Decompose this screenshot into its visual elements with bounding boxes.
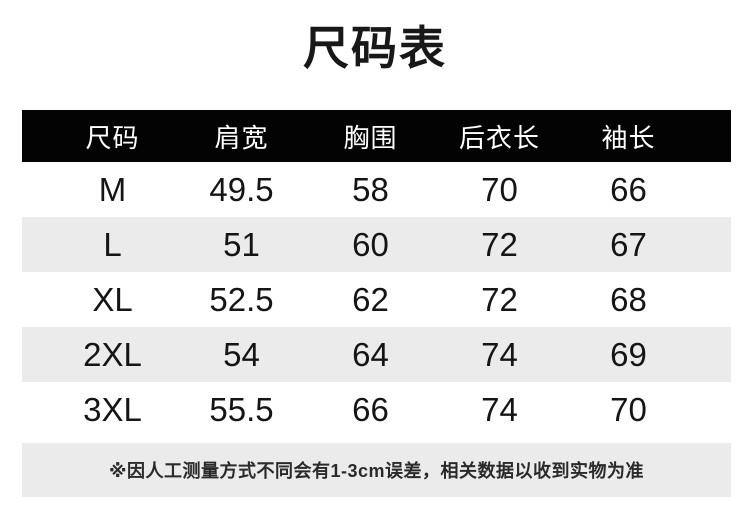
table-header-row: 尺码 肩宽 胸围 后衣长 袖长: [22, 110, 731, 162]
size-label-cell: L: [103, 225, 122, 263]
table-body: M 49.5 58 70 66 L 51 60 72 67 XL 52.5 62 72 68 2XL 54 64 7…: [22, 162, 731, 437]
measurement-cell: 49.5: [209, 170, 274, 208]
measurement-cell: 70: [610, 390, 647, 428]
table-row: M 49.5 58 70 66: [22, 162, 731, 217]
size-label-cell: XL: [92, 280, 133, 318]
measurement-cell: 52.5: [209, 280, 274, 318]
measurement-cell: 55.5: [209, 390, 274, 428]
size-label-cell: M: [98, 170, 127, 208]
size-table: 尺码 肩宽 胸围 后衣长 袖长 M 49.5 58 70 66 L 51 60 72 67 XL 52.5 62…: [22, 110, 731, 437]
column-header: 胸围: [343, 122, 398, 153]
measurement-cell: 54: [223, 335, 260, 373]
measurement-note-bar: ※因人工测量方式不同会有1-3cm误差，相关数据以收到实物为准: [22, 443, 731, 497]
measurement-cell: 51: [223, 225, 260, 263]
table-row: 3XL 55.5 66 74 70: [22, 382, 731, 437]
size-chart-title: 尺码表: [303, 22, 447, 74]
table-row: XL 52.5 62 72 68: [22, 272, 731, 327]
size-label-cell: 2XL: [83, 335, 142, 373]
measurement-cell: 69: [610, 335, 647, 373]
measurement-note-text: ※因人工测量方式不同会有1-3cm误差，相关数据以收到实物为准: [108, 461, 645, 481]
column-header: 肩宽: [214, 122, 269, 153]
measurement-cell: 60: [352, 225, 389, 263]
measurement-cell: 74: [481, 390, 518, 428]
measurement-cell: 64: [352, 335, 389, 373]
table-row: L 51 60 72 67: [22, 217, 731, 272]
measurement-cell: 72: [481, 280, 518, 318]
column-header: 袖长: [601, 122, 656, 153]
measurement-cell: 68: [610, 280, 647, 318]
measurement-cell: 58: [352, 170, 389, 208]
table-row: 2XL 54 64 74 69: [22, 327, 731, 382]
size-label-cell: 3XL: [83, 390, 142, 428]
measurement-cell: 72: [481, 225, 518, 263]
measurement-cell: 74: [481, 335, 518, 373]
measurement-cell: 62: [352, 280, 389, 318]
column-header: 后衣长: [458, 122, 540, 153]
column-header: 尺码: [85, 122, 140, 153]
measurement-cell: 66: [352, 390, 389, 428]
measurement-cell: 70: [481, 170, 518, 208]
measurement-cell: 67: [610, 225, 647, 263]
measurement-cell: 66: [610, 170, 647, 208]
